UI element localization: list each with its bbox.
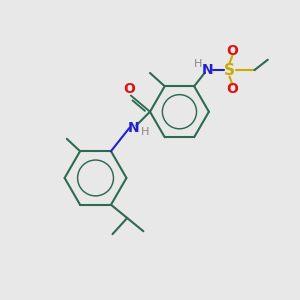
Text: O: O <box>226 82 238 96</box>
Text: H: H <box>194 58 202 69</box>
Text: O: O <box>124 82 135 96</box>
Text: H: H <box>141 127 149 137</box>
Text: S: S <box>224 62 235 77</box>
Text: O: O <box>226 44 238 58</box>
Text: N: N <box>128 121 140 135</box>
Text: N: N <box>202 63 213 77</box>
